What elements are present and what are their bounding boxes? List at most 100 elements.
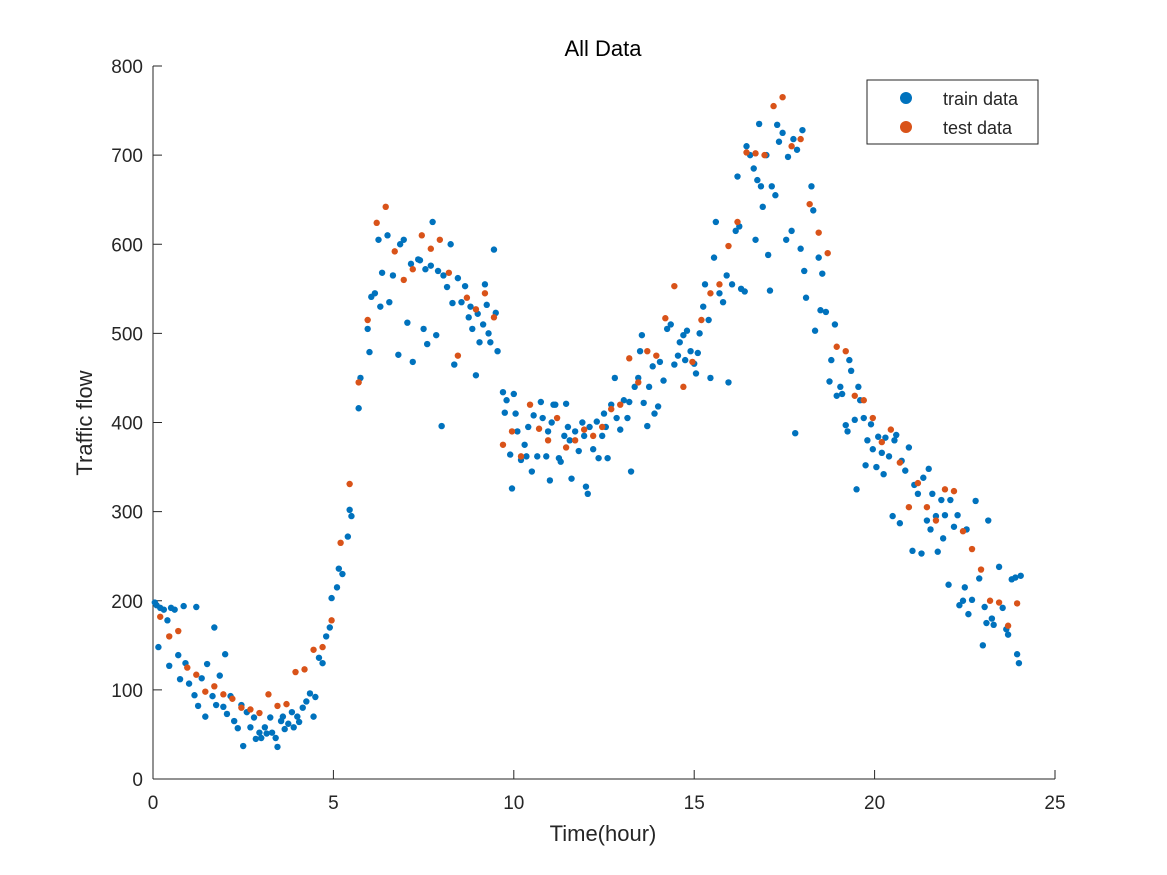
data-point — [725, 379, 732, 386]
data-point — [400, 276, 407, 284]
data-point — [229, 695, 236, 702]
data-point — [371, 290, 379, 297]
data-point — [945, 581, 952, 588]
data-point — [613, 414, 620, 422]
data-point — [961, 584, 968, 591]
data-point — [759, 203, 766, 211]
data-point — [694, 349, 702, 357]
data-point — [611, 374, 619, 382]
data-point — [595, 454, 602, 462]
data-point — [252, 735, 260, 743]
data-point — [923, 503, 931, 511]
data-point — [263, 730, 270, 737]
data-point — [929, 490, 936, 497]
data-point — [292, 668, 299, 676]
data-point — [544, 428, 552, 435]
data-point — [557, 458, 564, 465]
data-point — [364, 316, 371, 324]
data-point — [303, 698, 310, 705]
data-point — [941, 486, 949, 493]
data-point — [837, 383, 844, 391]
data-point — [638, 331, 646, 339]
data-point — [810, 207, 817, 214]
data-point — [534, 453, 541, 460]
data-point — [743, 143, 750, 150]
data-point — [202, 688, 209, 695]
data-point — [171, 606, 178, 613]
data-point — [696, 330, 703, 337]
data-point — [247, 706, 254, 713]
data-point — [256, 709, 263, 717]
data-point — [811, 327, 819, 334]
data-point — [328, 594, 335, 602]
data-point — [416, 257, 424, 264]
data-point — [755, 120, 763, 128]
data-point — [932, 517, 940, 524]
data-point — [223, 710, 231, 718]
data-point — [420, 325, 427, 333]
series-test — [157, 93, 1021, 717]
data-point — [433, 331, 440, 339]
data-point — [346, 480, 353, 488]
data-point — [878, 449, 886, 457]
data-point — [160, 606, 168, 613]
data-point — [209, 692, 216, 700]
data-point — [860, 414, 867, 422]
data-point — [725, 242, 732, 250]
x-tick-label: 5 — [328, 793, 339, 814]
y-tick-label: 800 — [111, 57, 143, 78]
axes — [152, 66, 1055, 780]
data-point — [773, 121, 781, 129]
data-point — [593, 418, 600, 425]
data-point — [631, 383, 638, 391]
data-point — [701, 281, 709, 288]
data-point — [344, 533, 352, 540]
data-point — [494, 348, 501, 355]
data-point — [440, 272, 447, 279]
data-point — [499, 441, 507, 448]
data-point — [950, 487, 958, 495]
data-point — [783, 236, 790, 243]
data-point — [815, 229, 822, 236]
data-point — [528, 468, 536, 475]
data-point — [802, 294, 810, 301]
data-point — [427, 262, 435, 269]
data-point — [938, 496, 945, 504]
data-point — [283, 700, 290, 708]
data-point — [608, 405, 615, 413]
data-point — [644, 348, 651, 355]
legend-label-test: test data — [943, 118, 1013, 138]
data-point — [418, 232, 425, 239]
data-point — [272, 734, 279, 742]
data-point — [941, 511, 949, 519]
data-point — [566, 437, 573, 444]
data-point — [653, 352, 660, 359]
data-point — [384, 232, 391, 239]
data-point — [508, 485, 516, 492]
data-point — [793, 146, 801, 153]
data-point — [584, 490, 591, 497]
legend-label-train: train data — [943, 89, 1019, 109]
data-point — [905, 503, 913, 511]
data-point — [707, 290, 714, 297]
data-point — [817, 307, 824, 314]
data-point — [700, 303, 707, 310]
data-point — [355, 405, 362, 412]
data-point — [768, 183, 775, 190]
data-point — [723, 272, 730, 279]
data-point — [523, 453, 530, 460]
data-point — [719, 298, 727, 306]
y-tick-label: 0 — [132, 770, 143, 791]
data-point — [828, 356, 835, 364]
data-point — [184, 664, 191, 671]
data-point — [954, 511, 961, 519]
data-point — [193, 671, 200, 678]
data-point — [743, 149, 750, 156]
data-point — [326, 624, 333, 631]
data-point — [407, 260, 415, 268]
data-point — [175, 627, 182, 635]
data-point — [364, 325, 371, 333]
data-point — [947, 496, 954, 504]
data-point — [766, 287, 774, 294]
data-point — [600, 410, 608, 417]
